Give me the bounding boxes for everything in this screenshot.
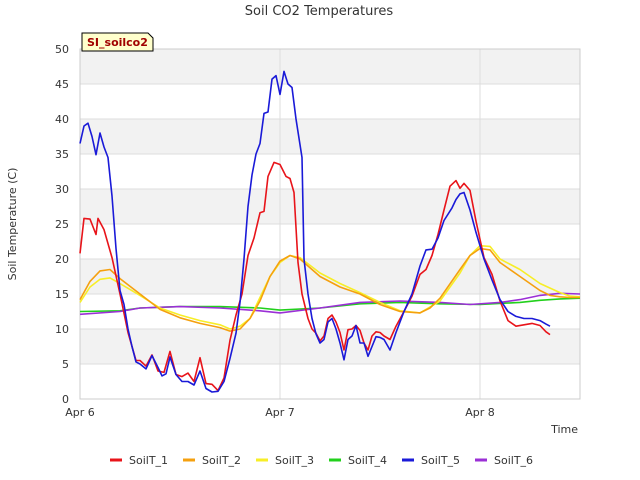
y-tick-label: 15 <box>55 288 69 301</box>
y-tick-label: 25 <box>55 218 69 231</box>
chart-title: Soil CO2 Temperatures <box>245 4 394 19</box>
legend-label: SoilT_3 <box>275 454 314 467</box>
plot-area-frame <box>79 48 581 400</box>
y-tick-label: 35 <box>55 148 69 161</box>
y-axis-ticks: 0 5 10 15 20 25 30 35 40 45 50 <box>55 43 69 406</box>
plot-band <box>80 259 580 294</box>
legend: SoilT_1 SoilT_2 SoilT_3 SoilT_4 SoilT_5 SoilT… <box>110 454 533 467</box>
y-tick-label: 45 <box>55 78 69 91</box>
y-tick-label: 5 <box>62 358 69 371</box>
y-tick-label: 0 <box>62 393 69 406</box>
legend-label: SoilT_4 <box>348 454 387 467</box>
y-tick-label: 20 <box>55 253 69 266</box>
plot-band <box>80 49 580 84</box>
series-line-soilt_5 <box>79 70 551 393</box>
legend-label: SoilT_1 <box>129 454 168 467</box>
legend-label: SoilT_6 <box>494 454 533 467</box>
x-axis-label: Time <box>550 423 578 436</box>
x-axis-ticks: Apr 6 Apr 7 Apr 8 <box>65 406 495 419</box>
site-tag: SI_soilco2 <box>81 32 154 52</box>
legend-label: SoilT_5 <box>421 454 460 467</box>
series-line-soilt_2 <box>79 247 580 332</box>
site-tag-box <box>81 32 154 52</box>
x-tick-label: Apr 6 <box>65 406 95 419</box>
y-tick-label: 10 <box>55 323 69 336</box>
plot-band <box>80 119 580 154</box>
y-axis-label: Soil Temperature (C) <box>6 168 19 281</box>
series-line-soilt_6 <box>79 292 581 316</box>
plot-band <box>80 189 580 224</box>
legend-label: SoilT_2 <box>202 454 241 467</box>
y-tick-label: 30 <box>55 183 69 196</box>
site-tag-label: SI_soilco2 <box>87 36 148 49</box>
x-tick-label: Apr 8 <box>465 406 495 419</box>
x-tick-label: Apr 7 <box>265 406 295 419</box>
y-tick-label: 50 <box>55 43 69 56</box>
plot-background-bands <box>80 49 580 364</box>
series-lines <box>79 70 581 393</box>
y-tick-label: 40 <box>55 113 69 126</box>
plot-band <box>80 329 580 364</box>
